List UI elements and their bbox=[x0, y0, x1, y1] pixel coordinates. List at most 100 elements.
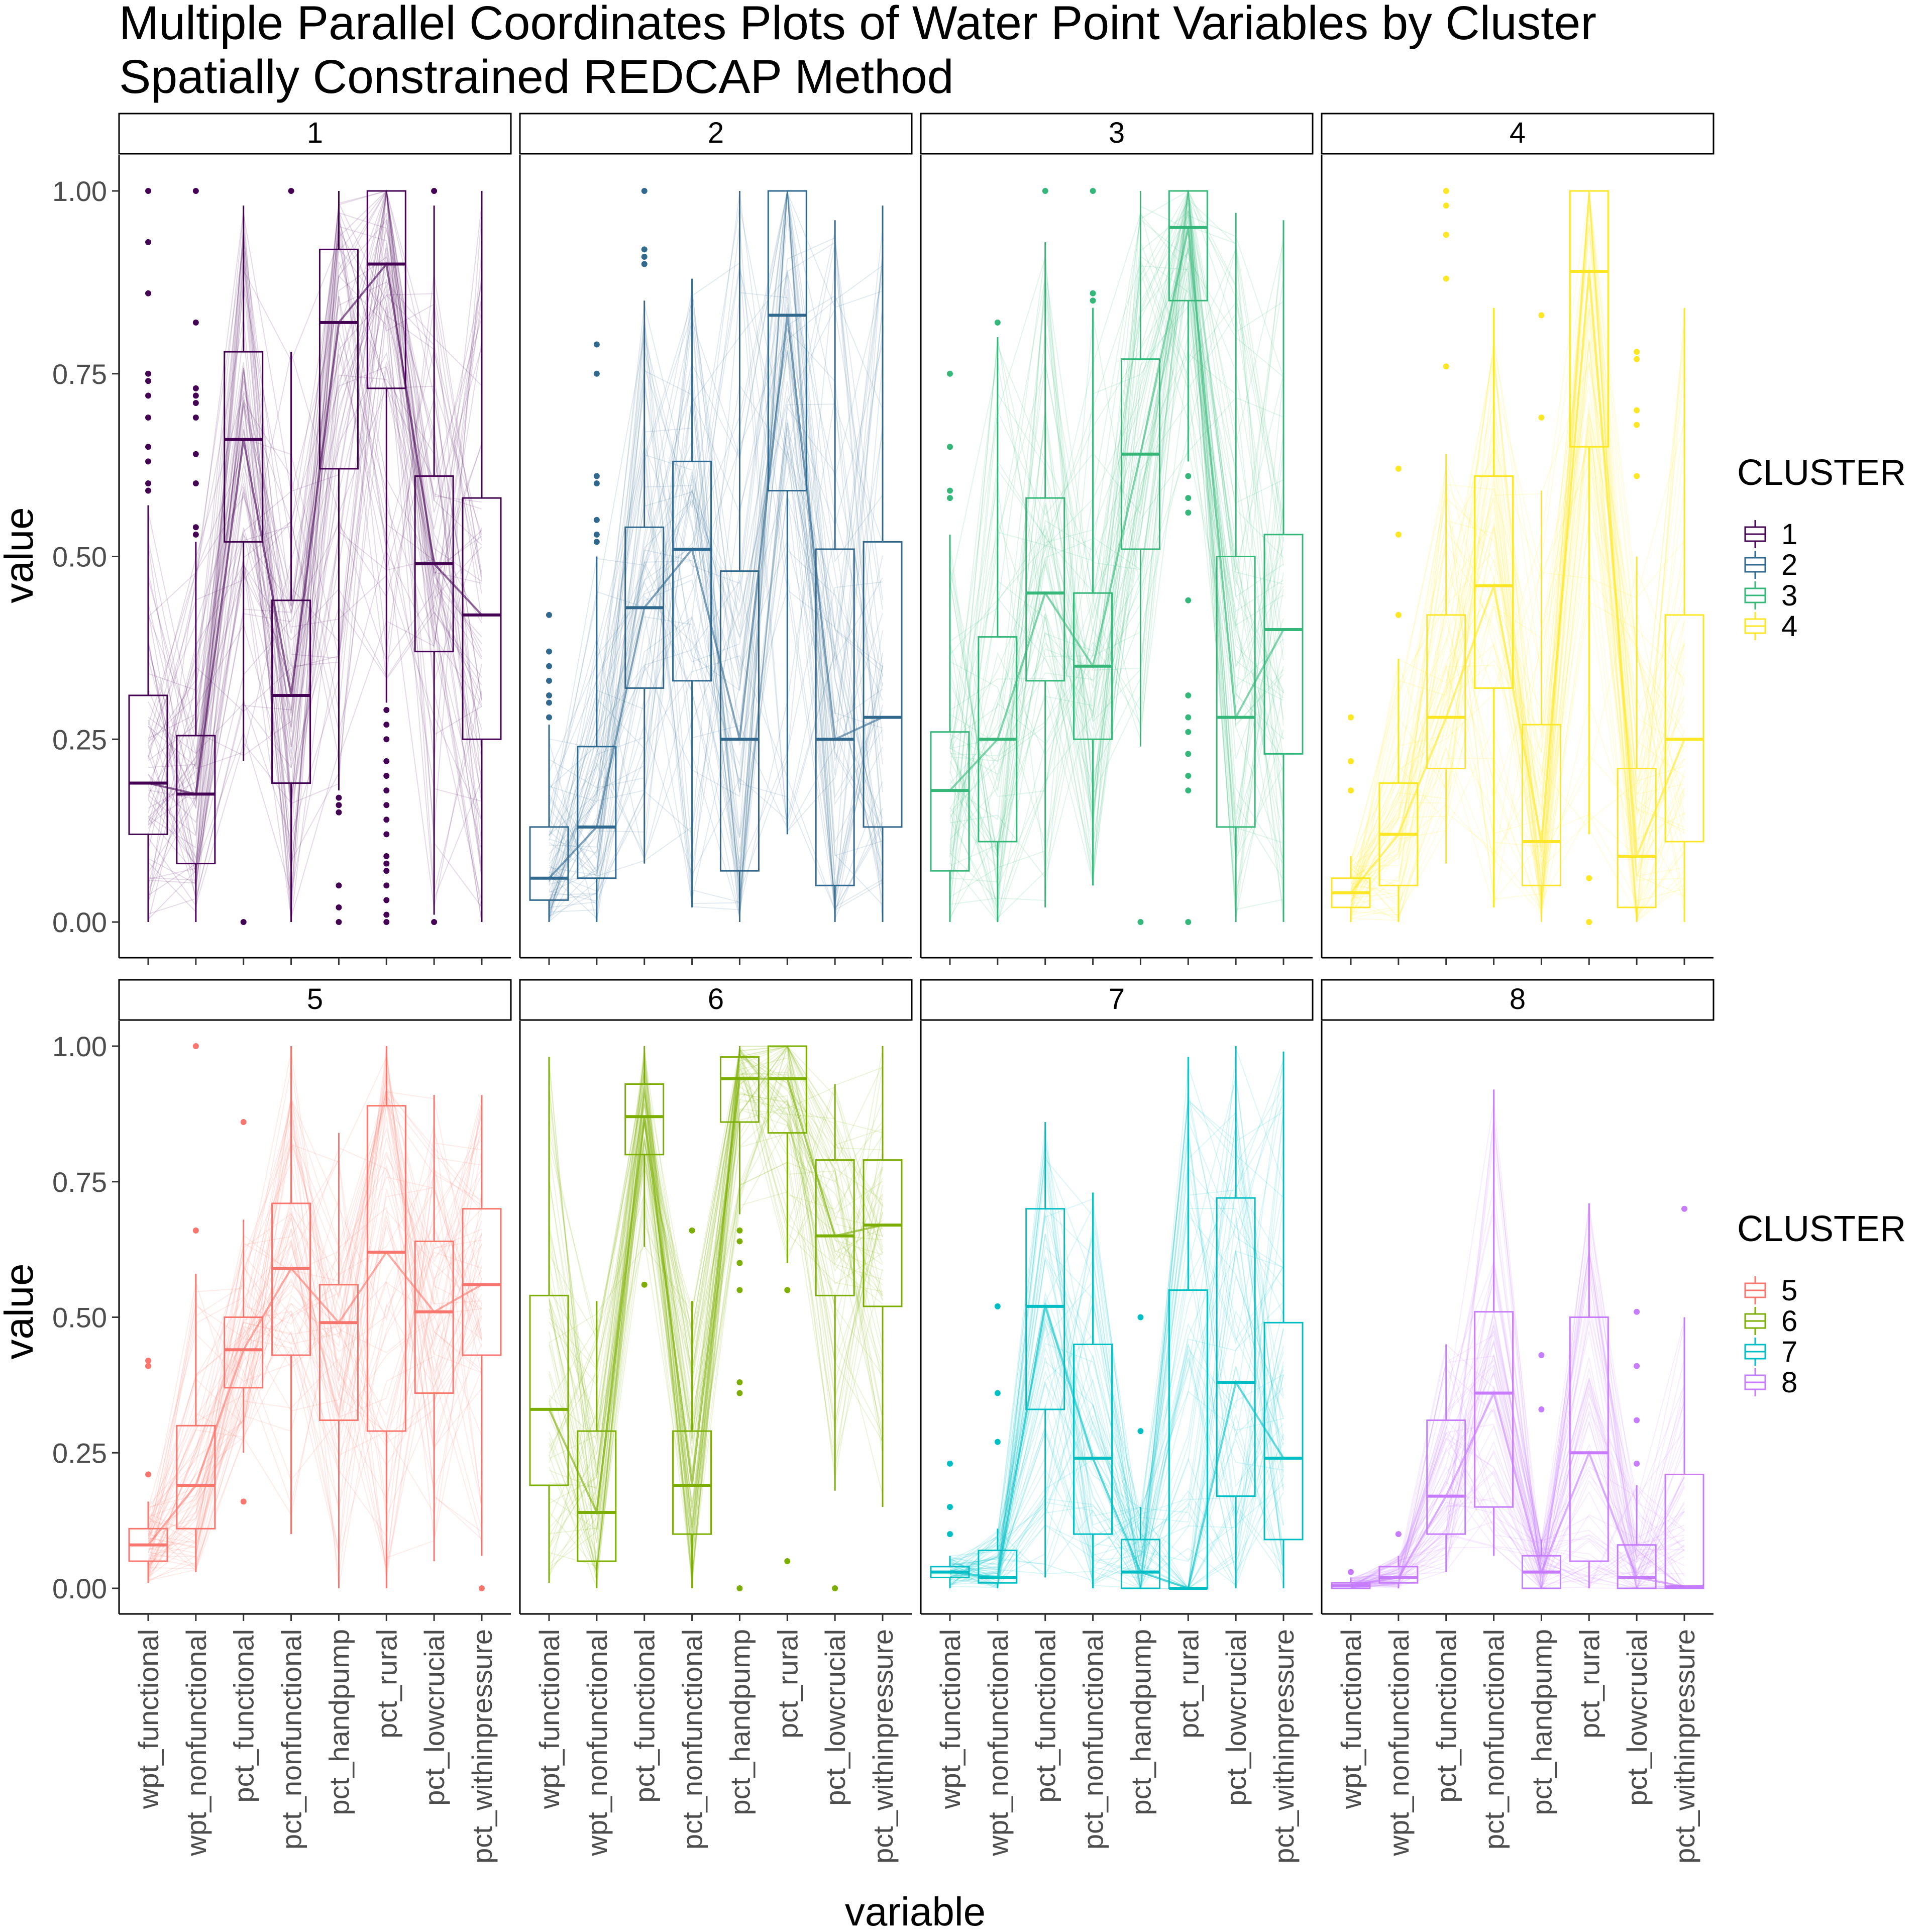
panel-3-box-pct_nonfunctional bbox=[1073, 188, 1113, 886]
panel-6-series-line bbox=[549, 1095, 883, 1563]
panel-2-series-line bbox=[549, 242, 883, 915]
panel-1-box-pct_nonfunctional-outlier bbox=[288, 188, 294, 194]
panel-5-y-tick-label: 0.25 bbox=[52, 1437, 107, 1469]
panel-6-series-line bbox=[549, 1063, 883, 1545]
panel-1-series-line bbox=[148, 270, 482, 913]
panel-5-box-pct_rural-iqr bbox=[366, 1105, 406, 1432]
panel-6-series-line bbox=[549, 1060, 883, 1576]
panel-6-box-pct_functional-iqr bbox=[624, 1083, 665, 1156]
panel-2-series-line bbox=[549, 190, 883, 902]
panel-8-box-wpt_functional bbox=[1331, 1569, 1371, 1589]
panel-2-box-wpt_functional-outlier bbox=[546, 648, 552, 655]
panel-3-box-wpt_nonfunctional-outlier bbox=[994, 319, 1001, 326]
panel-7-series-line bbox=[949, 1143, 1284, 1589]
panel-1-box-pct_handpump-outlier bbox=[336, 809, 342, 816]
panel-6-series-line bbox=[549, 1075, 883, 1580]
panel-5-series-line bbox=[148, 1095, 482, 1547]
panel-8-box-pct_rural-iqr bbox=[1569, 1316, 1609, 1562]
panel-1-box-pct_lowcrucial-outlier bbox=[431, 919, 438, 925]
panel-1-series-line bbox=[148, 284, 482, 822]
panel-4-box-wpt_nonfunctional bbox=[1378, 465, 1419, 922]
panel-4-series-line bbox=[1350, 267, 1685, 864]
panel-2-series-line bbox=[549, 190, 883, 893]
panel-4-box-wpt_functional-outlier bbox=[1348, 758, 1354, 764]
panel-3-series-line bbox=[949, 349, 1284, 774]
panel-5-series-line bbox=[148, 1240, 482, 1537]
panel-3-box-pct_rural-outlier bbox=[1185, 729, 1192, 735]
panel-2-series-line bbox=[549, 190, 883, 910]
panel-3-box-pct_rural-outlier bbox=[1185, 773, 1192, 779]
panel-2-series-line bbox=[549, 313, 883, 905]
panel-7-box-wpt_functional-outlier bbox=[947, 1504, 953, 1510]
panel-4-box-pct_functional-outlier bbox=[1443, 363, 1449, 370]
panel-6-series-line bbox=[549, 1045, 883, 1479]
panel-4-box-pct_lowcrucial bbox=[1617, 349, 1657, 922]
panel-3-series-line bbox=[949, 287, 1284, 924]
legend-label-cluster-5: 5 bbox=[1781, 1274, 1797, 1307]
panel-7-series-line bbox=[949, 1208, 1284, 1582]
panel-1-box-pct_lowcrucial-outlier bbox=[431, 188, 438, 194]
panel-4-series-line bbox=[1350, 322, 1685, 918]
panel-7-series-line bbox=[949, 1155, 1284, 1589]
legend-label-cluster-7: 7 bbox=[1781, 1336, 1797, 1368]
panel-3-series-line bbox=[949, 254, 1284, 792]
panel-5-series-line bbox=[148, 1052, 482, 1570]
panel-5-series-line bbox=[148, 1164, 482, 1554]
panel-1-series-line bbox=[148, 374, 482, 768]
panel-8-box-pct_nonfunctional bbox=[1474, 1089, 1514, 1556]
panel-7-series-line bbox=[949, 1250, 1284, 1574]
panel-5-series-line bbox=[148, 1213, 482, 1540]
panel-6-x-tick-label: pct_functional bbox=[629, 1629, 661, 1803]
panel-2-box-wpt_nonfunctional-outlier bbox=[593, 517, 600, 523]
panel-3-series-line bbox=[949, 211, 1284, 821]
panel-1-series-line bbox=[148, 341, 482, 884]
panel-6-series-line bbox=[549, 1133, 883, 1571]
panel-2-box-pct_withinpressure-iqr bbox=[863, 541, 903, 828]
panel-7-series-line bbox=[949, 1123, 1284, 1590]
panel-2-series-line bbox=[549, 397, 883, 921]
panel-1-series-line bbox=[148, 212, 482, 835]
panel-1-box-wpt_nonfunctional-outlier bbox=[192, 524, 199, 531]
panel-5-x-tick-label: pct_nonfunctional bbox=[276, 1629, 307, 1850]
panel-1-series-line bbox=[148, 353, 482, 867]
panel-7-series-line bbox=[949, 1065, 1284, 1589]
panel-2-median-profile-line bbox=[548, 315, 883, 879]
panel-2-box-wpt_nonfunctional-outlier bbox=[593, 480, 600, 486]
panel-4-box-pct_lowcrucial-outlier bbox=[1634, 422, 1640, 428]
panel-1-series-line bbox=[148, 261, 482, 922]
panel-6-box-pct_rural-outlier bbox=[784, 1287, 791, 1293]
panel-7-series-line bbox=[949, 1110, 1284, 1586]
panel-3-box-pct_withinpressure-iqr bbox=[1263, 534, 1304, 755]
panel-6-x-tick-label: wpt_functional bbox=[533, 1629, 565, 1809]
panel-4-series-line bbox=[1350, 304, 1685, 865]
panel-4-series-line bbox=[1350, 205, 1685, 916]
panel-1-box-pct_rural-outlier bbox=[383, 911, 390, 918]
panel-8-series-line bbox=[1350, 1451, 1685, 1585]
panel-1-box-pct_rural-outlier bbox=[383, 802, 390, 808]
panel-4-series-line bbox=[1350, 454, 1685, 921]
panel-1-box-pct_rural bbox=[366, 190, 406, 925]
panel-3-series-line bbox=[949, 225, 1284, 922]
panel-8-series-line bbox=[1350, 1261, 1684, 1589]
panel-8-box-wpt_nonfunctional-iqr bbox=[1378, 1566, 1419, 1584]
panel-5-strip-label: 5 bbox=[307, 983, 323, 1015]
panel-2-box-pct_lowcrucial-iqr bbox=[815, 548, 855, 886]
panel-8-x-tick-label: pct_withinpressure bbox=[1669, 1629, 1700, 1864]
panel-7-series-line bbox=[949, 1198, 1284, 1589]
panel-4-box-pct_handpump-outlier bbox=[1538, 312, 1545, 319]
panel-5-series-line bbox=[148, 1090, 482, 1550]
legend-label-cluster-8: 8 bbox=[1781, 1366, 1797, 1399]
panel-6-series-line bbox=[549, 1048, 883, 1579]
panel-7-box-wpt_functional-outlier bbox=[947, 1460, 953, 1467]
panel-8-series-line bbox=[1350, 1444, 1685, 1582]
panel-8-box-pct_lowcrucial-outlier bbox=[1634, 1417, 1640, 1423]
panel-1-box-pct_handpump-outlier bbox=[336, 802, 342, 808]
panel-3-box-wpt_functional-outlier bbox=[947, 444, 953, 450]
panel-1-box-wpt_nonfunctional-outlier bbox=[192, 531, 199, 538]
panel-1-box-pct_lowcrucial bbox=[414, 188, 454, 925]
panel-7-series-line bbox=[949, 1158, 1284, 1574]
panel-6-series-line bbox=[549, 1045, 883, 1572]
panel-1-box-pct_handpump-outlier bbox=[336, 904, 342, 910]
panel-4-strip bbox=[1321, 113, 1714, 155]
